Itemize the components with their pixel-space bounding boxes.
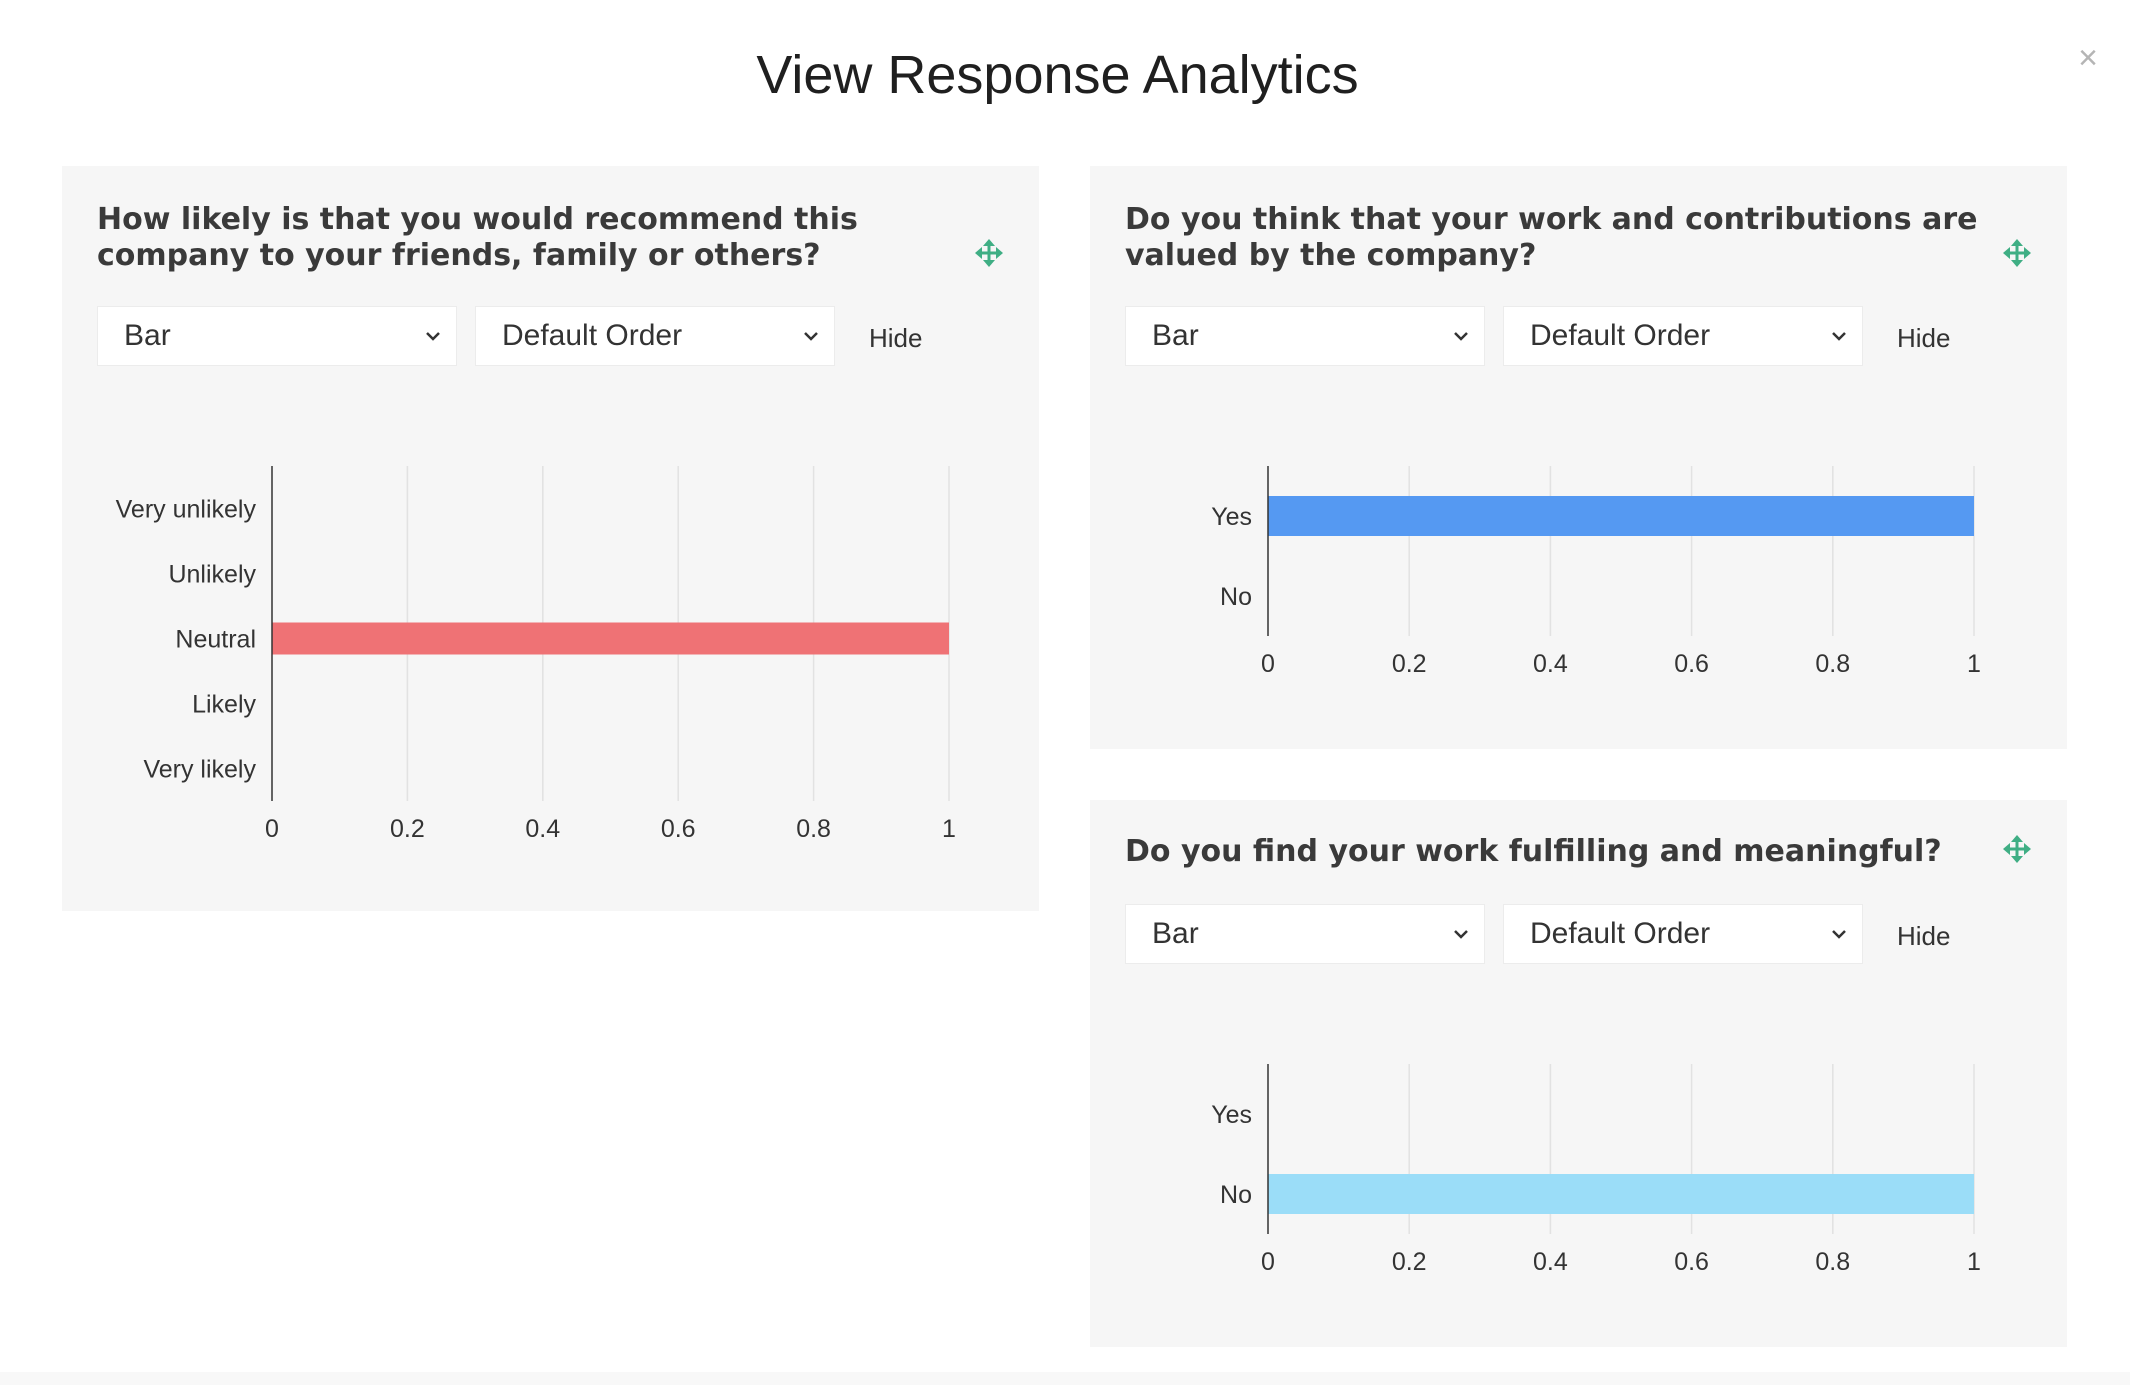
x-tick-label: 0.2 — [390, 815, 425, 843]
move-icon[interactable] — [2002, 238, 2032, 268]
chart-type-value: Bar — [1152, 917, 1199, 950]
x-tick-label: 0.8 — [1815, 650, 1850, 678]
move-icon[interactable] — [974, 238, 1004, 268]
order-value: Default Order — [1530, 917, 1711, 950]
x-tick-label: 0 — [1261, 1248, 1275, 1276]
question-title: Do you think that your work and contribu… — [1125, 202, 1978, 273]
x-tick-label: 0.4 — [525, 815, 560, 843]
modal-title: View Response Analytics — [756, 45, 1359, 105]
category-label: Yes — [1211, 1101, 1252, 1129]
order-value: Default Order — [502, 319, 683, 352]
x-tick-label: 1 — [1967, 1248, 1981, 1276]
chart-type-select[interactable]: Bar — [97, 306, 457, 366]
analytics-card-fulfilling: Do you find your work fulfilling and mea… — [1090, 800, 2067, 1347]
question-title: How likely is that you would recommend t… — [97, 202, 858, 273]
bar — [1268, 1174, 1974, 1214]
chevron-down-icon — [1832, 930, 1846, 939]
bar — [272, 622, 949, 655]
close-icon[interactable]: × — [2078, 39, 2098, 77]
chart-type-select[interactable]: Bar — [1125, 306, 1485, 366]
modal-bottom-edge — [0, 1372, 2130, 1385]
x-tick-label: 0.6 — [661, 815, 696, 843]
chevron-down-icon — [1454, 930, 1468, 939]
x-tick-label: 0 — [265, 815, 279, 843]
bar — [1268, 496, 1974, 536]
chevron-down-icon — [426, 332, 440, 341]
category-label: No — [1220, 583, 1252, 611]
x-tick-label: 0.8 — [796, 815, 831, 843]
category-label: Very likely — [143, 756, 256, 784]
x-tick-label: 0.2 — [1392, 650, 1427, 678]
analytics-card-recommend: How likely is that you would recommend t… — [62, 166, 1039, 911]
chart-type-select[interactable]: Bar — [1125, 904, 1485, 964]
x-tick-label: 0.8 — [1815, 1248, 1850, 1276]
bar-chart-valued: Yes No 0 0.2 0.4 0.6 0.8 1 — [1211, 466, 1981, 678]
x-tick-label: 0.4 — [1533, 650, 1568, 678]
x-tick-label: 0.4 — [1533, 1248, 1568, 1276]
chart-type-value: Bar — [1152, 319, 1199, 352]
category-label: Neutral — [175, 626, 256, 654]
hide-button[interactable]: Hide — [1897, 323, 1951, 353]
order-value: Default Order — [1530, 319, 1711, 352]
x-tick-label: 0.2 — [1392, 1248, 1427, 1276]
analytics-card-valued: Do you think that your work and contribu… — [1090, 166, 2067, 749]
category-label: No — [1220, 1181, 1252, 1209]
bar-chart-fulfilling: Yes No 0 0.2 0.4 0.6 0.8 1 — [1211, 1064, 1981, 1276]
order-select[interactable]: Default Order — [1503, 904, 1863, 964]
chart-type-value: Bar — [124, 319, 171, 352]
question-title: Do you find your work fulfilling and mea… — [1125, 834, 1942, 869]
hide-button[interactable]: Hide — [1897, 921, 1951, 951]
x-tick-label: 0.6 — [1674, 1248, 1709, 1276]
order-select[interactable]: Default Order — [1503, 306, 1863, 366]
x-tick-label: 0 — [1261, 650, 1275, 678]
category-label: Unlikely — [168, 561, 256, 589]
x-tick-label: 1 — [942, 815, 956, 843]
bar-chart-recommend: Very unlikely Unlikely Neutral Likely Very l… — [116, 466, 956, 843]
move-icon[interactable] — [2002, 834, 2032, 864]
category-label: Yes — [1211, 503, 1252, 531]
chevron-down-icon — [1832, 332, 1846, 341]
x-tick-label: 1 — [1967, 650, 1981, 678]
x-tick-label: 0.6 — [1674, 650, 1709, 678]
category-label: Likely — [192, 691, 256, 719]
chevron-down-icon — [1454, 332, 1468, 341]
hide-button[interactable]: Hide — [869, 323, 923, 353]
order-select[interactable]: Default Order — [475, 306, 835, 366]
chevron-down-icon — [804, 332, 818, 341]
category-label: Very unlikely — [116, 496, 257, 524]
